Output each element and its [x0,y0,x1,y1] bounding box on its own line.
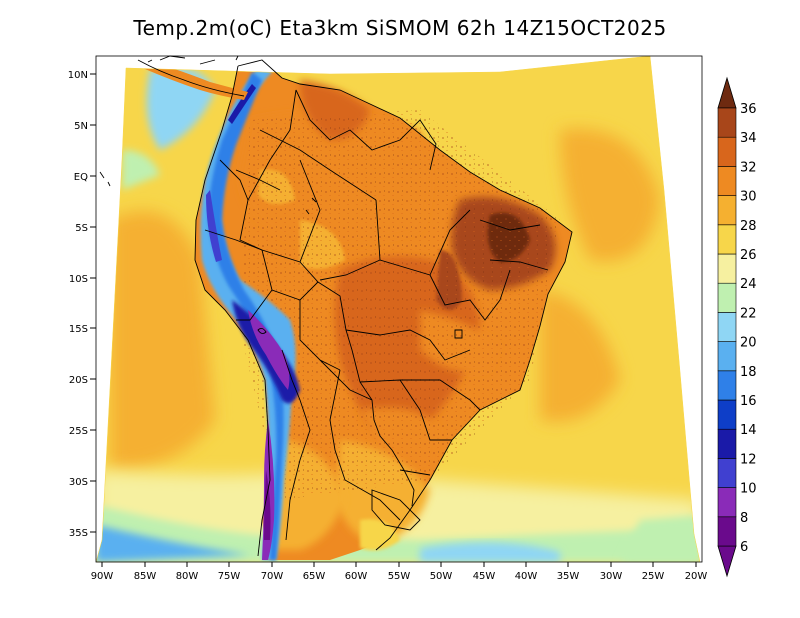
southeast-cool-patch [620,515,700,562]
colorbar-segment [717,107,737,138]
colorbar-label: 14 [740,423,757,438]
colorbar-segment [717,253,737,284]
northwest-cool-patch [122,150,160,190]
andean-borders [204,159,401,541]
lon-label-20w: 20W [685,571,708,582]
lat-label-10s: 10S [69,274,88,285]
political-borders [99,55,573,557]
colorbar-segment [717,166,737,196]
colorbar-label: 24 [740,277,757,292]
lat-label-5s: 5S [75,223,88,234]
map-title: Temp.2m(oC) Eta3km SiSMOM 62h 14Z15OCT20… [133,16,667,40]
southern-cooler-band [96,505,700,562]
model-domain-outline [95,55,701,563]
colorbar-segment [717,312,737,342]
colorbar-segment [717,341,737,372]
colorbar-segment [717,428,737,459]
lon-label-35w: 35W [557,571,580,582]
colorbar-top-arrow [717,76,737,109]
latitude-axis: 10N 5N EQ 5S 10S 15S 20S 25S 30S 35S [68,70,96,539]
lon-label-45w: 45W [473,571,496,582]
colorbar-label: 18 [740,365,757,380]
south-atlantic-warm-region [540,290,620,422]
lat-label-5n: 5N [74,121,88,132]
pacific-warm-region [110,211,215,470]
colorbar-segment [717,282,737,313]
southwest-cold-patch [96,525,250,562]
colorbar: 6 8 10 12 14 16 18 20 22 24 26 28 30 32 34 36 [717,76,757,578]
lat-label-10n: 10N [68,70,88,81]
south-cold-patch [420,542,560,562]
colorbar-segment [717,136,737,167]
temperature-field [96,56,700,562]
lon-label-50w: 50W [430,571,453,582]
colorbar-segment [717,487,737,518]
colorbar-label: 32 [740,160,757,175]
colorbar-segment [717,370,737,401]
colorbar-label: 22 [740,306,757,321]
lat-label-20s: 20S [69,375,88,386]
colorbar-label: 26 [740,248,757,263]
colorbar-label: 16 [740,394,757,409]
atlantic-warm-region [560,128,660,262]
colorbar-label: 36 [740,102,757,117]
lon-label-55w: 55W [388,571,411,582]
lon-label-30w: 30W [600,571,623,582]
colorbar-label: 30 [740,190,757,205]
colorbar-bottom-arrow [717,545,737,578]
lat-label-30s: 30S [69,477,88,488]
lon-label-85w: 85W [134,571,157,582]
colorbar-segment [717,458,737,488]
lon-label-40w: 40W [515,571,538,582]
lon-label-25w: 25W [642,571,665,582]
coastline [237,59,573,551]
lon-label-70w: 70W [261,571,284,582]
lon-label-65w: 65W [303,571,326,582]
colorbar-segment [717,195,737,226]
lat-label-25s: 25S [69,426,88,437]
lat-label-eq: EQ [74,172,88,183]
colorbar-label: 12 [740,452,757,467]
longitude-axis: 90W 85W 80W 75W 70W 65W 60W 55W 50W 45W … [91,562,708,582]
colorbar-segment [717,224,737,255]
colorbar-segment [717,516,737,547]
lon-label-75w: 75W [218,571,241,582]
lat-label-15s: 15S [69,324,88,335]
colorbar-label: 34 [740,131,757,146]
colorbar-segment [717,399,737,430]
colorbar-label: 10 [740,482,757,497]
lat-label-35s: 35S [69,528,88,539]
lon-label-90w: 90W [91,571,114,582]
colorbar-label: 20 [740,336,757,351]
colorbar-label: 6 [740,540,748,555]
colorbar-label: 28 [740,219,757,234]
lon-label-80w: 80W [176,571,199,582]
colorbar-label: 8 [740,511,748,526]
lon-label-60w: 60W [345,571,368,582]
